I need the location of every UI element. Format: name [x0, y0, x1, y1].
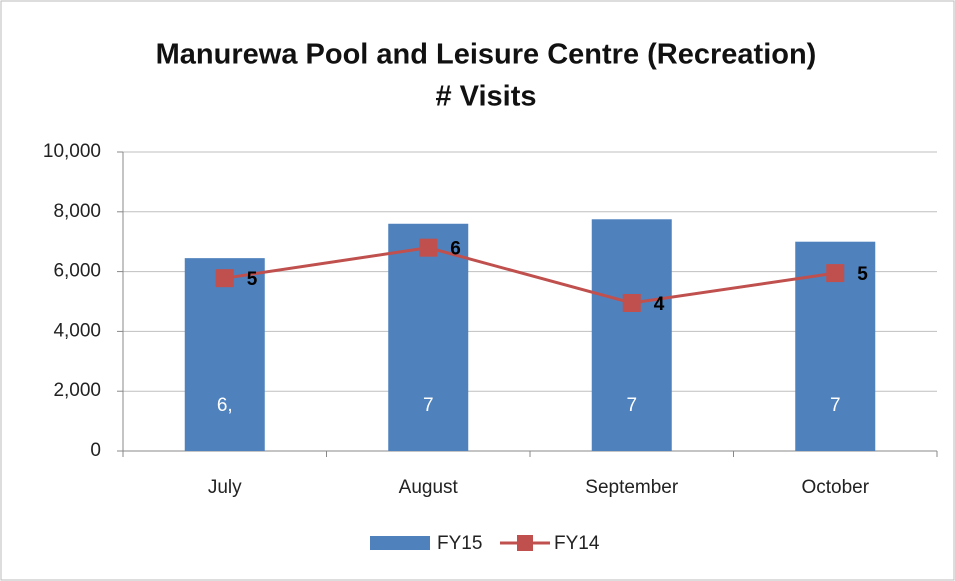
- line-value-label: 4: [654, 294, 665, 315]
- bar-value-label: 7: [830, 395, 841, 416]
- legend-label: FY15: [437, 533, 482, 554]
- bar-value-label: 7: [423, 395, 434, 416]
- line-value-label: 6: [450, 239, 461, 260]
- line-marker: [826, 264, 845, 283]
- line-value-label: 5: [247, 269, 258, 290]
- y-tick-label: 8,000: [53, 201, 101, 222]
- legend-swatch: [517, 535, 533, 551]
- line-marker: [419, 238, 438, 257]
- line-value-label: 5: [857, 264, 868, 285]
- bar: [591, 219, 672, 451]
- x-tick-label: October: [801, 477, 869, 498]
- bar: [388, 223, 469, 451]
- legend-label: FY14: [554, 533, 600, 554]
- y-tick-label: 2,000: [53, 380, 101, 401]
- line: [224, 246, 836, 305]
- x-tick-label: August: [399, 477, 459, 498]
- legend-swatch: [370, 536, 430, 550]
- bar-value-label: 7: [626, 395, 637, 416]
- y-tick-label: 10,000: [43, 141, 101, 162]
- y-tick-label: 0: [90, 440, 101, 461]
- bar-value-label: 6,: [217, 395, 233, 416]
- bar: [184, 258, 265, 451]
- y-tick-label: 6,000: [53, 261, 101, 282]
- x-tick-label: July: [208, 477, 242, 498]
- x-tick-label: September: [585, 477, 679, 498]
- y-tick-label: 4,000: [53, 320, 101, 341]
- chart-title: # Visits: [435, 81, 536, 113]
- line-marker: [622, 293, 641, 312]
- chart-title: Manurewa Pool and Leisure Centre (Recrea…: [156, 39, 817, 71]
- line-marker: [215, 269, 234, 288]
